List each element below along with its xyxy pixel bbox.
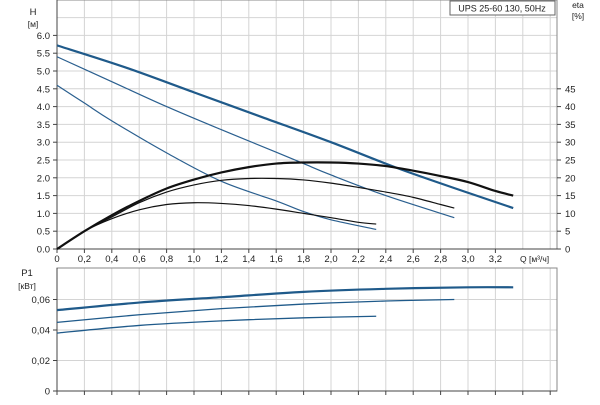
y2-tick-label: 5 (565, 227, 570, 238)
title-box (449, 0, 556, 16)
y-axis-label-h: H (30, 7, 37, 18)
y-tick-label: 1.5 (37, 191, 50, 202)
x-tick-label: 1,8 (297, 254, 310, 265)
y-tick-label: 0.0 (37, 245, 50, 256)
x-tick-label: 2,2 (352, 254, 365, 265)
chart-title: UPS 25-60 130, 50Hz (458, 4, 546, 14)
x-tick-label: 3,2 (489, 254, 502, 265)
y-tick-label: 2.5 (37, 156, 50, 167)
y-tick-label: 6.0 (37, 31, 50, 42)
x-tick-label: 2,6 (407, 254, 420, 265)
bottom-tick-labels: 0 0,02 0,04 0,06 (32, 295, 551, 398)
y-tick-label: 4.5 (37, 84, 50, 95)
x-tick-label: 1,4 (242, 254, 255, 265)
head-curve-3 (56, 84, 377, 231)
head-curve-1 (56, 44, 514, 210)
x-tick-label: 0,2 (78, 254, 91, 265)
top-series (56, 44, 514, 250)
x-tick-label: 0,4 (105, 254, 118, 265)
y2-tick-label: 35 (565, 120, 576, 131)
bottom-plot-grid (57, 268, 557, 391)
y-tick-label: 1.0 (37, 209, 50, 220)
y2-axis-label-eta: eta (572, 0, 584, 10)
efficiency-curve-2 (56, 177, 455, 250)
y2-tick-label: 45 (565, 84, 576, 95)
y2-tick-label: 40 (565, 102, 576, 113)
y2-tick-label: 15 (565, 191, 576, 202)
p1-tick-label: 0,04 (32, 326, 51, 337)
y2-tick-label: 10 (565, 209, 576, 220)
x-tick-label: 1,0 (187, 254, 200, 265)
y-tick-label: 5.5 (37, 49, 50, 60)
x-tick-label: 2,8 (434, 254, 447, 265)
y2-tick-label: 30 (565, 138, 576, 149)
x-tick-label: 0 (54, 254, 59, 265)
power-curve-1 (56, 286, 514, 312)
y2-tick-label: 25 (565, 156, 576, 167)
y-axis-unit-p1: [кВт] (18, 281, 36, 291)
y2-tick-label: 20 (565, 173, 576, 184)
top-tick-labels: 0 0,2 0,4 0,6 0,8 1,0 1,2 1,4 1,6 1,8 2,0 2,2 2,4 2,6… (37, 31, 576, 265)
x-tick-label: 3,0 (461, 254, 474, 265)
head-curve-2 (56, 56, 455, 219)
bottom-series (56, 286, 514, 334)
y-tick-label: 4.0 (37, 102, 50, 113)
x-axis-label-q: Q [м³/ч] (520, 254, 549, 264)
x-tick-label: 2,4 (379, 254, 392, 265)
y2-tick-label: 0 (565, 245, 570, 256)
x-tick-label: 0,8 (160, 254, 173, 265)
y-tick-label: 3.5 (37, 120, 50, 131)
y-axis-label-p1: P1 (21, 268, 33, 279)
p1-tick-label: 0 (45, 387, 50, 398)
top-plot-grid (57, 0, 557, 249)
x-tick-label: 1,6 (270, 254, 283, 265)
efficiency-curve-1 (56, 161, 514, 250)
y-axis-unit-h: [м] (28, 19, 39, 29)
power-curve-3 (56, 315, 377, 334)
y-tick-label: 2.0 (37, 173, 50, 184)
x-tick-label: 1,2 (215, 254, 228, 265)
y-tick-label: 3.0 (37, 138, 50, 149)
x-tick-label: 0,6 (133, 254, 146, 265)
power-curve-2 (56, 298, 455, 324)
y2-axis-unit-eta: [%] (572, 11, 584, 21)
y-tick-label: 0.5 (37, 227, 50, 238)
x-tick-label: 2,0 (324, 254, 337, 265)
y-tick-label: 5.0 (37, 67, 50, 78)
efficiency-curve-3 (56, 202, 377, 250)
p1-tick-label: 0,06 (32, 295, 51, 306)
p1-tick-label: 0,02 (32, 356, 51, 367)
